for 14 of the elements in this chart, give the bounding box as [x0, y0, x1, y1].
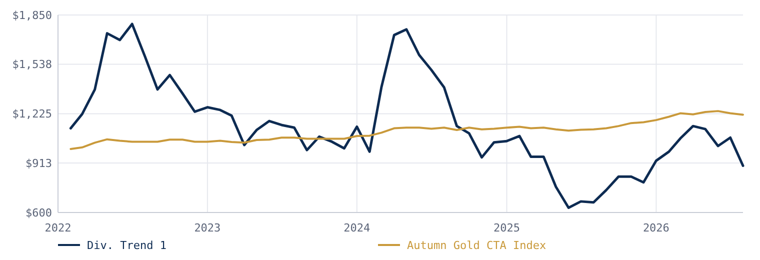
line-series	[70, 110, 744, 150]
y-tick-label: $913	[26, 156, 52, 170]
line-series	[69, 22, 744, 210]
x-tick-label: 2026	[642, 222, 670, 234]
x-tick-label: 2022	[44, 222, 72, 234]
x-tick-label: 2024	[344, 222, 371, 234]
y-tick-label: $1,850	[12, 8, 52, 22]
x-tick-label: 2025	[494, 222, 520, 234]
x-tick-label: 2023	[194, 222, 221, 234]
y-tick-label: $1,225	[12, 108, 52, 121]
legend-label: Div. Trend 1	[87, 238, 166, 252]
y-tick-label: $600	[26, 206, 52, 220]
y-tick-label: $1,538	[12, 58, 52, 72]
legend-label: Autumn Gold CTA Index	[407, 238, 546, 252]
